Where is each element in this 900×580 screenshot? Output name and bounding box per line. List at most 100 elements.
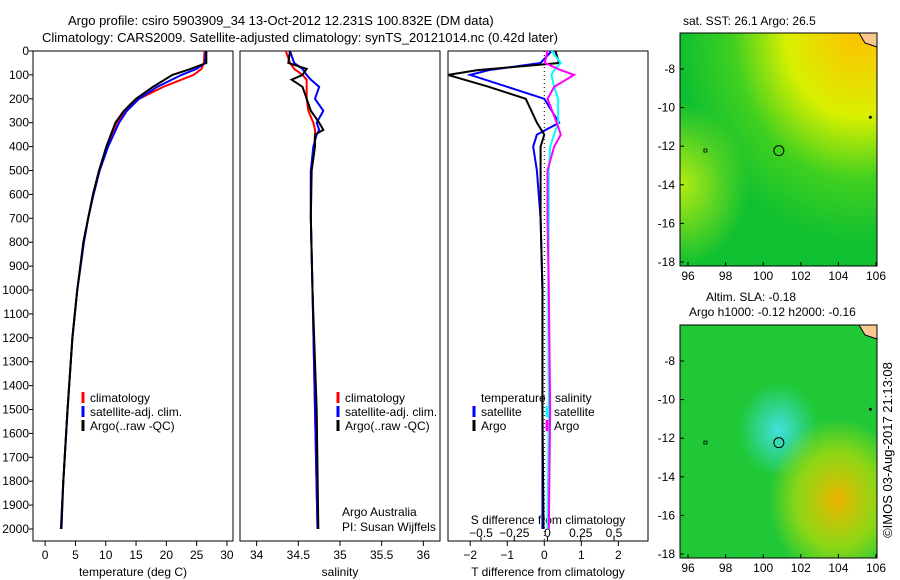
lat-tick-label: -10	[658, 393, 676, 407]
y-tick-label: 1300	[2, 355, 29, 369]
map-field	[680, 33, 877, 266]
legend-label: satellite-adj. clim.	[90, 405, 182, 419]
lat-tick-label: -14	[658, 470, 676, 484]
y-tick-label: 400	[9, 140, 29, 154]
y-tick-label: 600	[9, 187, 29, 201]
lon-tick-label: 98	[719, 269, 733, 283]
x-tick-label: 30	[220, 548, 234, 562]
map-frame	[679, 32, 878, 267]
x-tick-label: 0	[42, 548, 49, 562]
y-tick-label: 2000	[2, 522, 29, 536]
legend-label: Argo	[554, 419, 580, 433]
y-tick-label: 1200	[2, 331, 29, 345]
legend-label: Argo(..raw -QC)	[345, 419, 430, 433]
map-frame	[679, 324, 878, 559]
lon-tick-label: 106	[866, 269, 886, 283]
legend-label: climatology	[90, 391, 150, 405]
island-marker	[703, 148, 708, 153]
float-position-marker	[773, 145, 785, 157]
x-axis-label: temperature (deg C)	[79, 565, 187, 579]
s-tick-label: −0.5	[469, 526, 493, 540]
x-tick-label: 1	[578, 548, 585, 562]
x-tick-label: 10	[99, 548, 113, 562]
legend-label: Argo	[481, 419, 507, 433]
s-tick-label: 0.25	[569, 526, 593, 540]
lon-tick-label: 96	[681, 561, 695, 575]
lat-tick-label: -8	[664, 62, 675, 76]
s-tick-label: −0.25	[499, 526, 530, 540]
copyright: ©IMOS 03-Aug-2017 21:13:08	[880, 362, 895, 538]
y-tick-label: 200	[9, 92, 29, 106]
x-tick-label: 25	[190, 548, 204, 562]
y-tick-label: 700	[9, 211, 29, 225]
y-tick-label: 1400	[2, 379, 29, 393]
legend-header-salinity: salinity	[555, 391, 592, 405]
annotation-pi: PI: Susan Wijffels	[342, 520, 436, 534]
lat-tick-label: -10	[658, 101, 676, 115]
y-tick-label: 1900	[2, 498, 29, 512]
line-climatology	[59, 50, 206, 530]
x-axis-label: salinity	[322, 565, 359, 579]
x-tick-label: 15	[129, 548, 143, 562]
line-salinity-Argo	[543, 50, 577, 530]
lon-tick-label: 98	[719, 561, 733, 575]
map2-subtitle: Argo h1000: -0.12 h2000: -0.16	[689, 305, 856, 319]
title-line-2: Climatology: CARS2009. Satellite-adjuste…	[42, 30, 558, 45]
y-tick-label: 900	[9, 259, 29, 273]
x-axis-label: T difference from climatology	[471, 565, 625, 579]
x-tick-label: 35	[333, 548, 347, 562]
lat-tick-label: -18	[658, 255, 676, 269]
x-tick-label: −2	[463, 548, 477, 562]
s-tick-label: 0.5	[606, 526, 623, 540]
lat-tick-label: -12	[658, 139, 676, 153]
s-tick-label: 0	[544, 526, 551, 540]
y-tick-label: 1600	[2, 426, 29, 440]
lon-tick-label: 100	[753, 561, 773, 575]
float-position-marker	[773, 437, 785, 449]
legend-label: climatology	[345, 391, 405, 405]
lat-tick-label: -8	[664, 354, 675, 368]
lon-tick-label: 102	[791, 561, 811, 575]
map2-title: Altim. SLA: -0.18	[706, 290, 797, 304]
title-line-1: Argo profile: csiro 5903909_34 13-Oct-20…	[68, 13, 494, 28]
x-tick-label: 5	[72, 548, 79, 562]
lat-tick-label: -18	[658, 547, 676, 561]
map-field	[680, 325, 877, 558]
line-temperature-Argo	[447, 50, 561, 530]
legend-label: satellite	[481, 405, 522, 419]
x-tick-label: 34.5	[287, 548, 311, 562]
legend-label: satellite-adj. clim.	[345, 405, 437, 419]
annotation-owner: Argo Australia	[342, 505, 417, 519]
lon-tick-label: 104	[828, 561, 848, 575]
x-tick-label: 0	[541, 548, 548, 562]
y-tick-label: 500	[9, 164, 29, 178]
y-tick-label: 300	[9, 116, 29, 130]
christmas-island-marker	[868, 407, 872, 411]
line-Argo-raw-QC-	[60, 51, 208, 530]
y-tick-label: 1500	[2, 403, 29, 417]
line-Argo-raw-QC-	[287, 50, 325, 530]
panel-frame	[32, 50, 234, 542]
x-tick-label: 2	[615, 548, 622, 562]
x-tick-label: 34	[250, 548, 264, 562]
lon-tick-label: 100	[753, 269, 773, 283]
lat-tick-label: -16	[658, 216, 676, 230]
x-tick-label: 20	[160, 548, 174, 562]
x-tick-label: 35.5	[370, 548, 394, 562]
line-temperature-satellite	[466, 50, 561, 529]
legend-label: Argo(..raw -QC)	[90, 419, 175, 433]
line-satellite-adj-clim-	[59, 50, 207, 530]
x-tick-label: −1	[500, 548, 514, 562]
lat-tick-label: -14	[658, 178, 676, 192]
lat-tick-label: -16	[658, 508, 676, 522]
lon-tick-label: 102	[791, 269, 811, 283]
y-tick-label: 1800	[2, 474, 29, 488]
map1-title: sat. SST: 26.1 Argo: 26.5	[683, 14, 816, 28]
y-tick-label: 1100	[3, 307, 29, 321]
lon-tick-label: 106	[866, 561, 886, 575]
legend-header-temperature: temperature	[481, 391, 546, 405]
legend-label: satellite	[554, 405, 595, 419]
lat-tick-label: -12	[658, 431, 676, 445]
